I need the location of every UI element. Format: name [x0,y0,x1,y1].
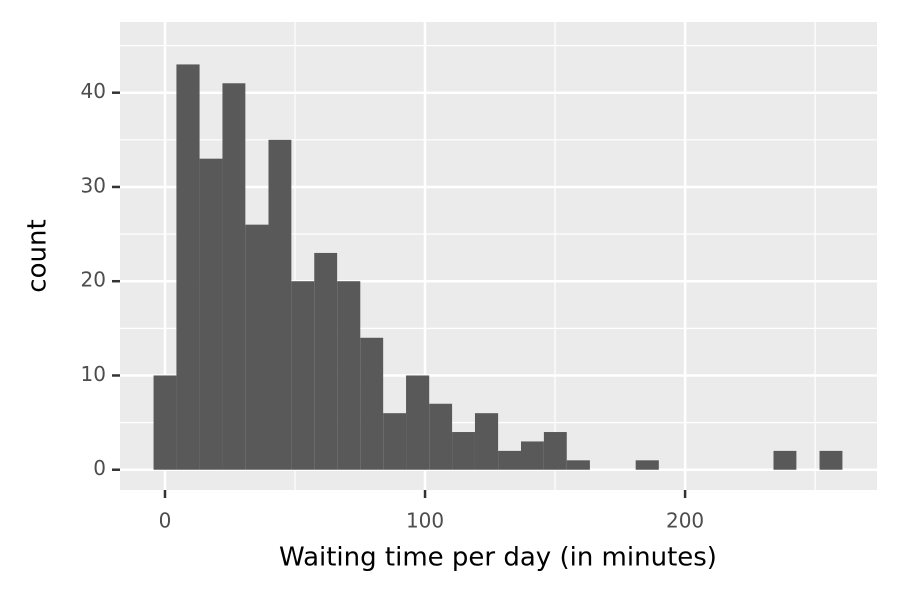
bar [773,450,797,470]
bar [566,460,590,470]
bar [819,450,843,470]
y-axis-title: count [23,219,53,292]
bar [176,64,200,470]
bar [268,139,292,470]
bar [245,224,269,470]
bar [314,252,338,470]
x-tick-label: 0 [159,509,172,533]
bar [429,403,453,470]
bar [406,375,430,470]
bar [153,375,177,470]
y-tick-label: 0 [93,456,106,480]
x-axis-title: Waiting time per day (in minutes) [279,543,717,573]
bar [360,337,384,470]
bar [520,441,544,470]
bar [498,450,521,470]
y-tick-label: 20 [81,268,106,292]
y-tick-label: 30 [81,173,106,197]
bar [291,281,315,470]
bar [635,460,659,470]
bar [474,413,499,470]
bar [543,432,567,470]
bar [452,432,475,470]
y-tick-label: 40 [81,79,106,103]
y-tick-label: 10 [81,362,106,386]
bar [337,281,361,470]
x-tick-label: 200 [666,509,704,533]
x-tick-label: 100 [406,509,444,533]
bar [199,158,223,470]
bar [383,413,407,470]
bar [222,83,246,470]
